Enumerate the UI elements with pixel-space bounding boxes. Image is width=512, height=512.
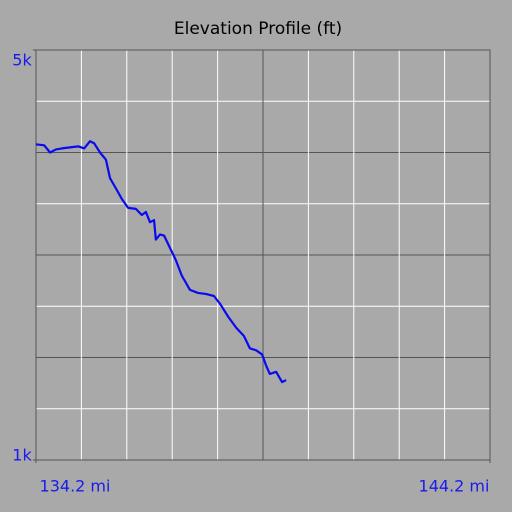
x-tick-label: 134.2 mi <box>40 477 111 496</box>
y-tick-label: 1k <box>12 446 32 465</box>
chart-title: Elevation Profile (ft) <box>174 19 342 39</box>
elevation-line <box>35 140 287 384</box>
x-tick-label: 144.2 mi <box>419 477 490 496</box>
plot-border <box>35 49 491 461</box>
y-tick-label: 5k <box>12 51 32 70</box>
